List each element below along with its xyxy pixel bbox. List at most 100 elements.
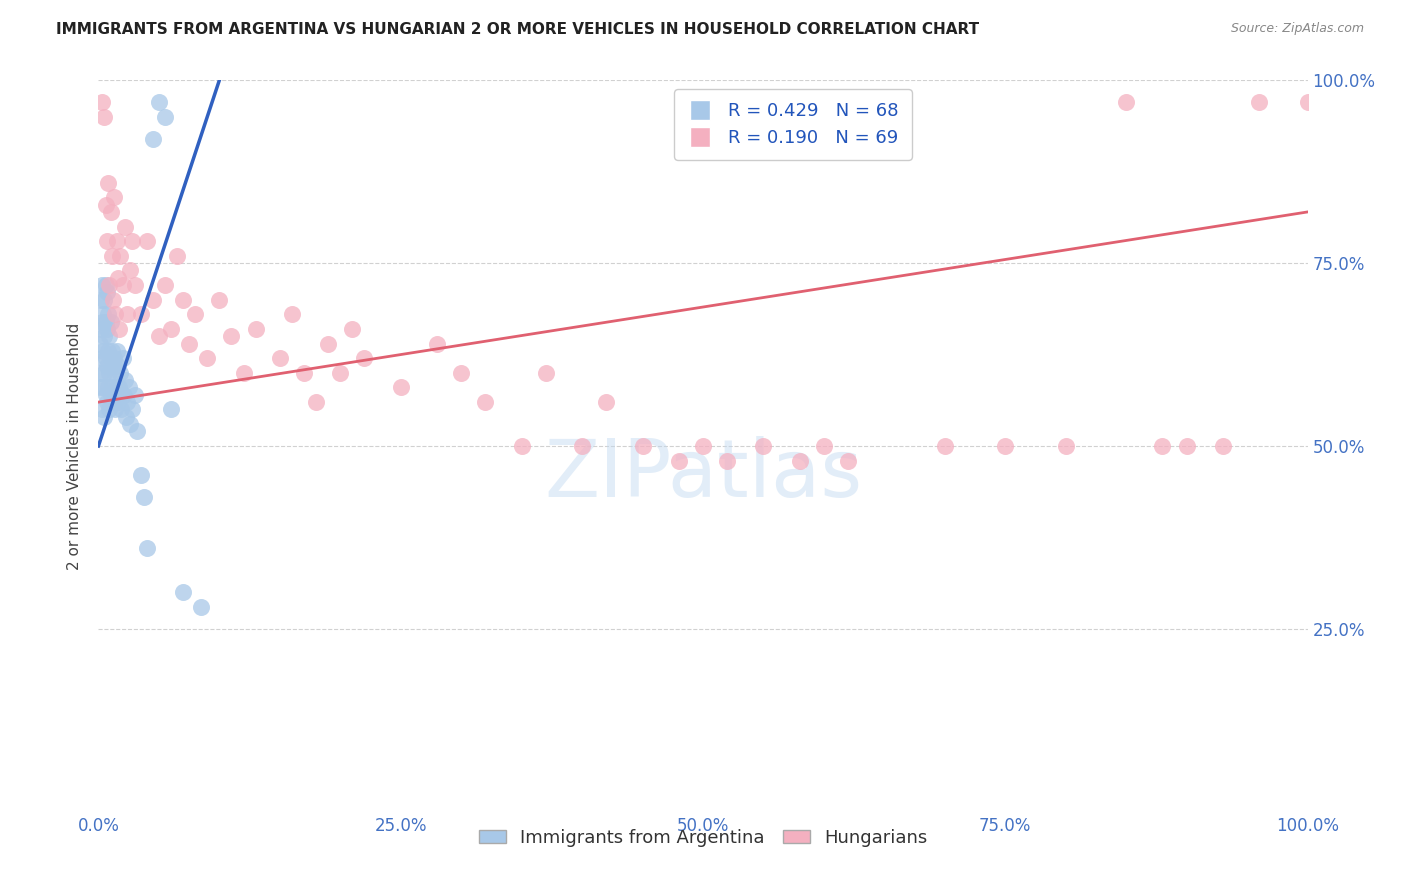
Point — [104, 402, 127, 417]
Point — [342, 322, 364, 336]
Point — [110, 402, 132, 417]
Point — [474, 395, 496, 409]
Point — [595, 395, 617, 409]
Y-axis label: 2 or more Vehicles in Household: 2 or more Vehicles in Household — [67, 322, 83, 570]
Point — [121, 234, 143, 248]
Point — [124, 388, 146, 402]
Point — [305, 395, 328, 409]
Point — [93, 409, 115, 424]
Point — [221, 329, 243, 343]
Point — [134, 490, 156, 504]
Point — [934, 439, 956, 453]
Point — [668, 453, 690, 467]
Point — [153, 278, 176, 293]
Point — [97, 176, 120, 190]
Point — [100, 249, 122, 263]
Point — [1115, 95, 1137, 110]
Point — [89, 336, 111, 351]
Point — [269, 351, 291, 366]
Point — [195, 351, 218, 366]
Point — [232, 366, 254, 380]
Point — [184, 307, 207, 321]
Point — [450, 366, 472, 380]
Point — [135, 541, 157, 556]
Point — [245, 322, 267, 336]
Point — [94, 197, 117, 211]
Point — [994, 439, 1017, 453]
Point — [426, 336, 449, 351]
Point — [111, 388, 134, 402]
Text: Source: ZipAtlas.com: Source: ZipAtlas.com — [1230, 22, 1364, 36]
Point — [1212, 439, 1234, 453]
Point — [93, 366, 115, 380]
Point — [329, 366, 352, 380]
Point — [114, 373, 136, 387]
Point — [813, 439, 835, 453]
Point — [153, 110, 176, 124]
Point — [97, 343, 120, 358]
Point — [208, 293, 231, 307]
Point — [103, 190, 125, 204]
Point — [292, 366, 315, 380]
Point — [142, 132, 165, 146]
Point — [121, 402, 143, 417]
Point — [789, 453, 811, 467]
Point — [316, 336, 339, 351]
Point — [101, 359, 124, 373]
Point — [91, 95, 114, 110]
Point — [389, 380, 412, 394]
Point — [510, 439, 533, 453]
Point — [91, 315, 114, 329]
Point — [1296, 95, 1319, 110]
Point — [98, 366, 121, 380]
Point — [105, 343, 128, 358]
Point — [91, 351, 114, 366]
Point — [100, 315, 122, 329]
Point — [1249, 95, 1271, 110]
Point — [124, 278, 146, 293]
Point — [190, 599, 212, 614]
Point — [93, 293, 115, 307]
Point — [91, 278, 114, 293]
Point — [117, 307, 139, 321]
Point — [103, 388, 125, 402]
Point — [118, 417, 141, 431]
Point — [571, 439, 593, 453]
Point — [111, 278, 134, 293]
Point — [90, 293, 112, 307]
Point — [104, 307, 127, 321]
Point — [91, 402, 114, 417]
Point — [98, 402, 121, 417]
Point — [91, 343, 114, 358]
Point — [118, 380, 141, 394]
Point — [96, 395, 118, 409]
Point — [127, 425, 149, 439]
Point — [103, 351, 125, 366]
Point — [353, 351, 375, 366]
Point — [108, 366, 131, 380]
Point — [91, 380, 114, 394]
Point — [100, 205, 122, 219]
Point — [107, 270, 129, 285]
Point — [94, 278, 117, 293]
Point — [692, 439, 714, 453]
Point — [716, 453, 738, 467]
Point — [108, 249, 131, 263]
Point — [97, 380, 120, 394]
Point — [107, 359, 129, 373]
Point — [129, 307, 152, 321]
Point — [94, 315, 117, 329]
Text: IMMIGRANTS FROM ARGENTINA VS HUNGARIAN 2 OR MORE VEHICLES IN HOUSEHOLD CORRELATI: IMMIGRANTS FROM ARGENTINA VS HUNGARIAN 2… — [56, 22, 980, 37]
Point — [129, 468, 152, 483]
Point — [90, 322, 112, 336]
Point — [100, 343, 122, 358]
Point — [112, 388, 135, 402]
Point — [118, 263, 141, 277]
Point — [91, 307, 114, 321]
Point — [89, 380, 111, 394]
Point — [100, 380, 122, 394]
Point — [108, 380, 131, 394]
Point — [117, 395, 139, 409]
Point — [142, 293, 165, 307]
Point — [98, 329, 121, 343]
